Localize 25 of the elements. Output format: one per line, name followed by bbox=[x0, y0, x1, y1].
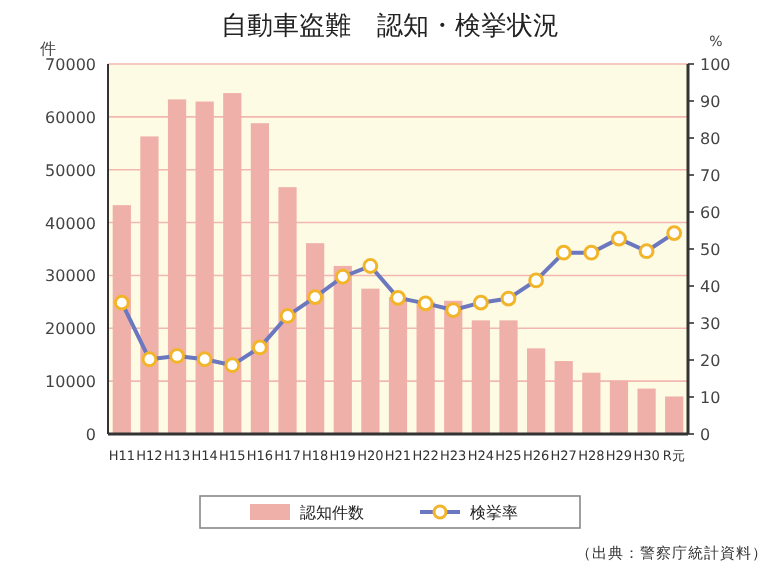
legend-label: 検挙率 bbox=[470, 504, 518, 522]
y2-tick-label: 60 bbox=[700, 204, 721, 222]
y2-tick-label: 90 bbox=[700, 93, 721, 111]
y2-tick-label: 80 bbox=[700, 130, 721, 148]
y-axis-title: 件 bbox=[40, 40, 56, 58]
y2-tick-label: 100 bbox=[700, 56, 731, 74]
y-tick-label: 30000 bbox=[45, 267, 96, 286]
y2-tick-label: 40 bbox=[700, 278, 721, 296]
y-tick-label: 20000 bbox=[45, 320, 96, 339]
y-tick-label: 10000 bbox=[45, 373, 96, 392]
y-tick-label: 50000 bbox=[45, 161, 96, 180]
y2-tick-label: 70 bbox=[700, 167, 721, 185]
bar bbox=[665, 396, 684, 434]
y-tick-label: 0 bbox=[85, 426, 96, 444]
y-tick-label: 40000 bbox=[45, 214, 96, 233]
y-tick-label: 60000 bbox=[45, 108, 96, 127]
y2-tick-label: 50 bbox=[700, 241, 721, 259]
bar bbox=[637, 388, 656, 434]
y-tick-label: 70000 bbox=[45, 56, 96, 74]
y2-tick-label: 0 bbox=[700, 426, 711, 444]
chart-title: 自動車盗難 認知・検挙状況 bbox=[221, 12, 559, 42]
legend-label: 認知件数 bbox=[300, 504, 364, 522]
y2-tick-label: 10 bbox=[700, 389, 721, 407]
y2-tick-label: 30 bbox=[700, 315, 721, 333]
y2-tick-label: 20 bbox=[700, 352, 721, 370]
